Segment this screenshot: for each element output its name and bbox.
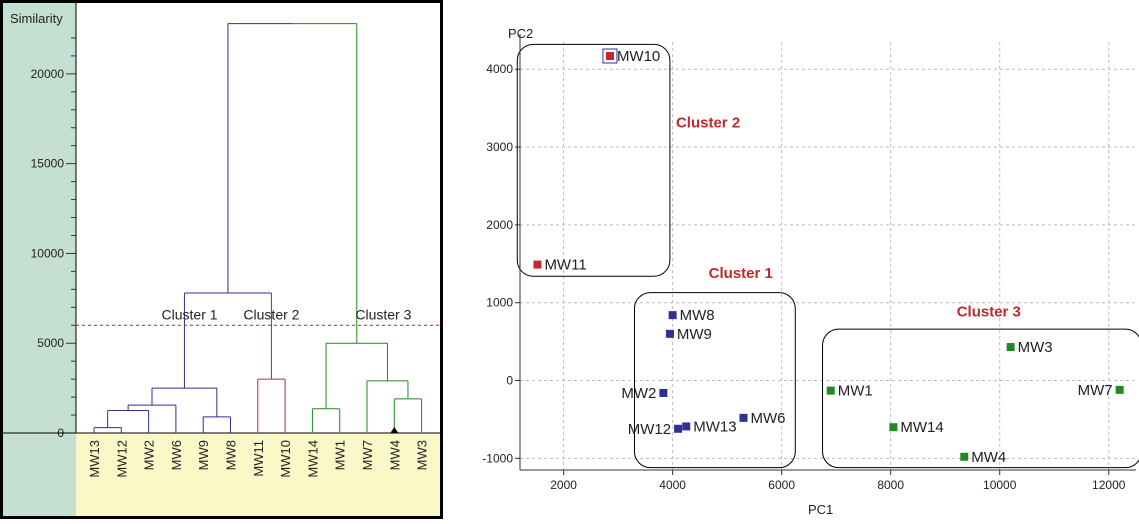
y-tick-label: 0: [506, 374, 513, 388]
cluster-label: Cluster 2: [243, 307, 299, 323]
data-point[interactable]: [1115, 385, 1124, 394]
x-tick-label: 12000: [1092, 478, 1126, 492]
leaf-label: MW7: [360, 440, 375, 470]
point-label: MW6: [751, 410, 786, 427]
leaf-band: [76, 433, 443, 519]
leaf-label: MW11: [251, 440, 266, 477]
cluster-label: Cluster 1: [162, 307, 218, 323]
cluster-box-label: Cluster 1: [709, 265, 773, 282]
cluster-box: [516, 43, 671, 277]
x-tick-label: 8000: [877, 478, 904, 492]
y-tick-label: 2000: [486, 218, 513, 232]
point-label: MW1: [838, 383, 873, 400]
y-tick-label: 20000: [31, 67, 65, 81]
leaf-label: MW13: [87, 440, 102, 478]
data-point[interactable]: [665, 329, 674, 338]
point-label: MW12: [628, 421, 671, 438]
data-point[interactable]: [960, 452, 969, 461]
y-tick-label: 10000: [31, 246, 65, 260]
point-label: MW10: [617, 48, 660, 65]
x-tick-label: 6000: [768, 478, 795, 492]
leaf-label: MW6: [169, 440, 184, 470]
selected-point-frame: [602, 48, 618, 64]
y-tick-label: 15000: [31, 157, 65, 171]
point-label: MW13: [693, 418, 736, 435]
pc1-axis-title: PC1: [808, 502, 833, 517]
leaf-label: MW4: [387, 440, 402, 470]
y-tick-label: 5000: [37, 336, 64, 350]
x-tick-label: 10000: [983, 478, 1017, 492]
point-label: MW2: [621, 385, 656, 402]
cluster-box: [822, 328, 1139, 469]
point-label: MW8: [680, 307, 715, 324]
data-point[interactable]: [533, 260, 542, 269]
y-tick-label: 3000: [486, 140, 513, 154]
selected-leaf-marker: [390, 427, 399, 433]
point-label: MW4: [971, 449, 1006, 466]
y-tick-label: 4000: [486, 62, 513, 76]
cluster-box: [633, 292, 796, 469]
y-tick-label: -1000: [482, 451, 513, 465]
leaf-label: MW3: [415, 440, 430, 470]
y-tick-label: 1000: [486, 296, 513, 310]
cluster-box-label: Cluster 2: [676, 115, 740, 132]
pc2-axis-title: PC2: [508, 26, 533, 41]
data-point[interactable]: [1006, 343, 1015, 352]
point-label: MW11: [544, 257, 586, 274]
leaf-label: MW8: [224, 440, 239, 470]
dendrogram-frame: [0, 0, 443, 519]
point-label: MW14: [900, 419, 943, 436]
leaf-label: MW9: [196, 440, 211, 470]
pca-panel: Cluster 2 Cluster 1 Cluster 3 MW10 MW11 MW8 M…: [450, 0, 1139, 519]
similarity-axis-title: Similarity: [10, 11, 63, 26]
cluster-label: Cluster 3: [355, 307, 411, 323]
cluster-box-label: Cluster 3: [957, 304, 1021, 321]
x-tick-label: 4000: [659, 478, 686, 492]
leaf-label: MW14: [305, 440, 320, 478]
point-label: MW9: [677, 326, 712, 343]
data-point[interactable]: [826, 386, 835, 395]
data-point[interactable]: [739, 413, 748, 422]
x-tick-label: 2000: [550, 478, 577, 492]
data-point[interactable]: [668, 311, 677, 320]
data-point[interactable]: [889, 423, 898, 432]
data-point[interactable]: [682, 422, 691, 431]
data-point[interactable]: [659, 388, 668, 397]
data-point[interactable]: [674, 424, 683, 433]
leaf-label: MW2: [142, 440, 157, 470]
leaf-label: MW12: [114, 440, 129, 478]
leaf-label: MW1: [333, 440, 348, 470]
point-label: MW3: [1018, 339, 1053, 356]
data-point[interactable]: [605, 52, 614, 61]
point-label: MW7: [1078, 382, 1113, 399]
scatter-background: [450, 0, 1139, 519]
leaf-label: MW10: [278, 440, 293, 478]
